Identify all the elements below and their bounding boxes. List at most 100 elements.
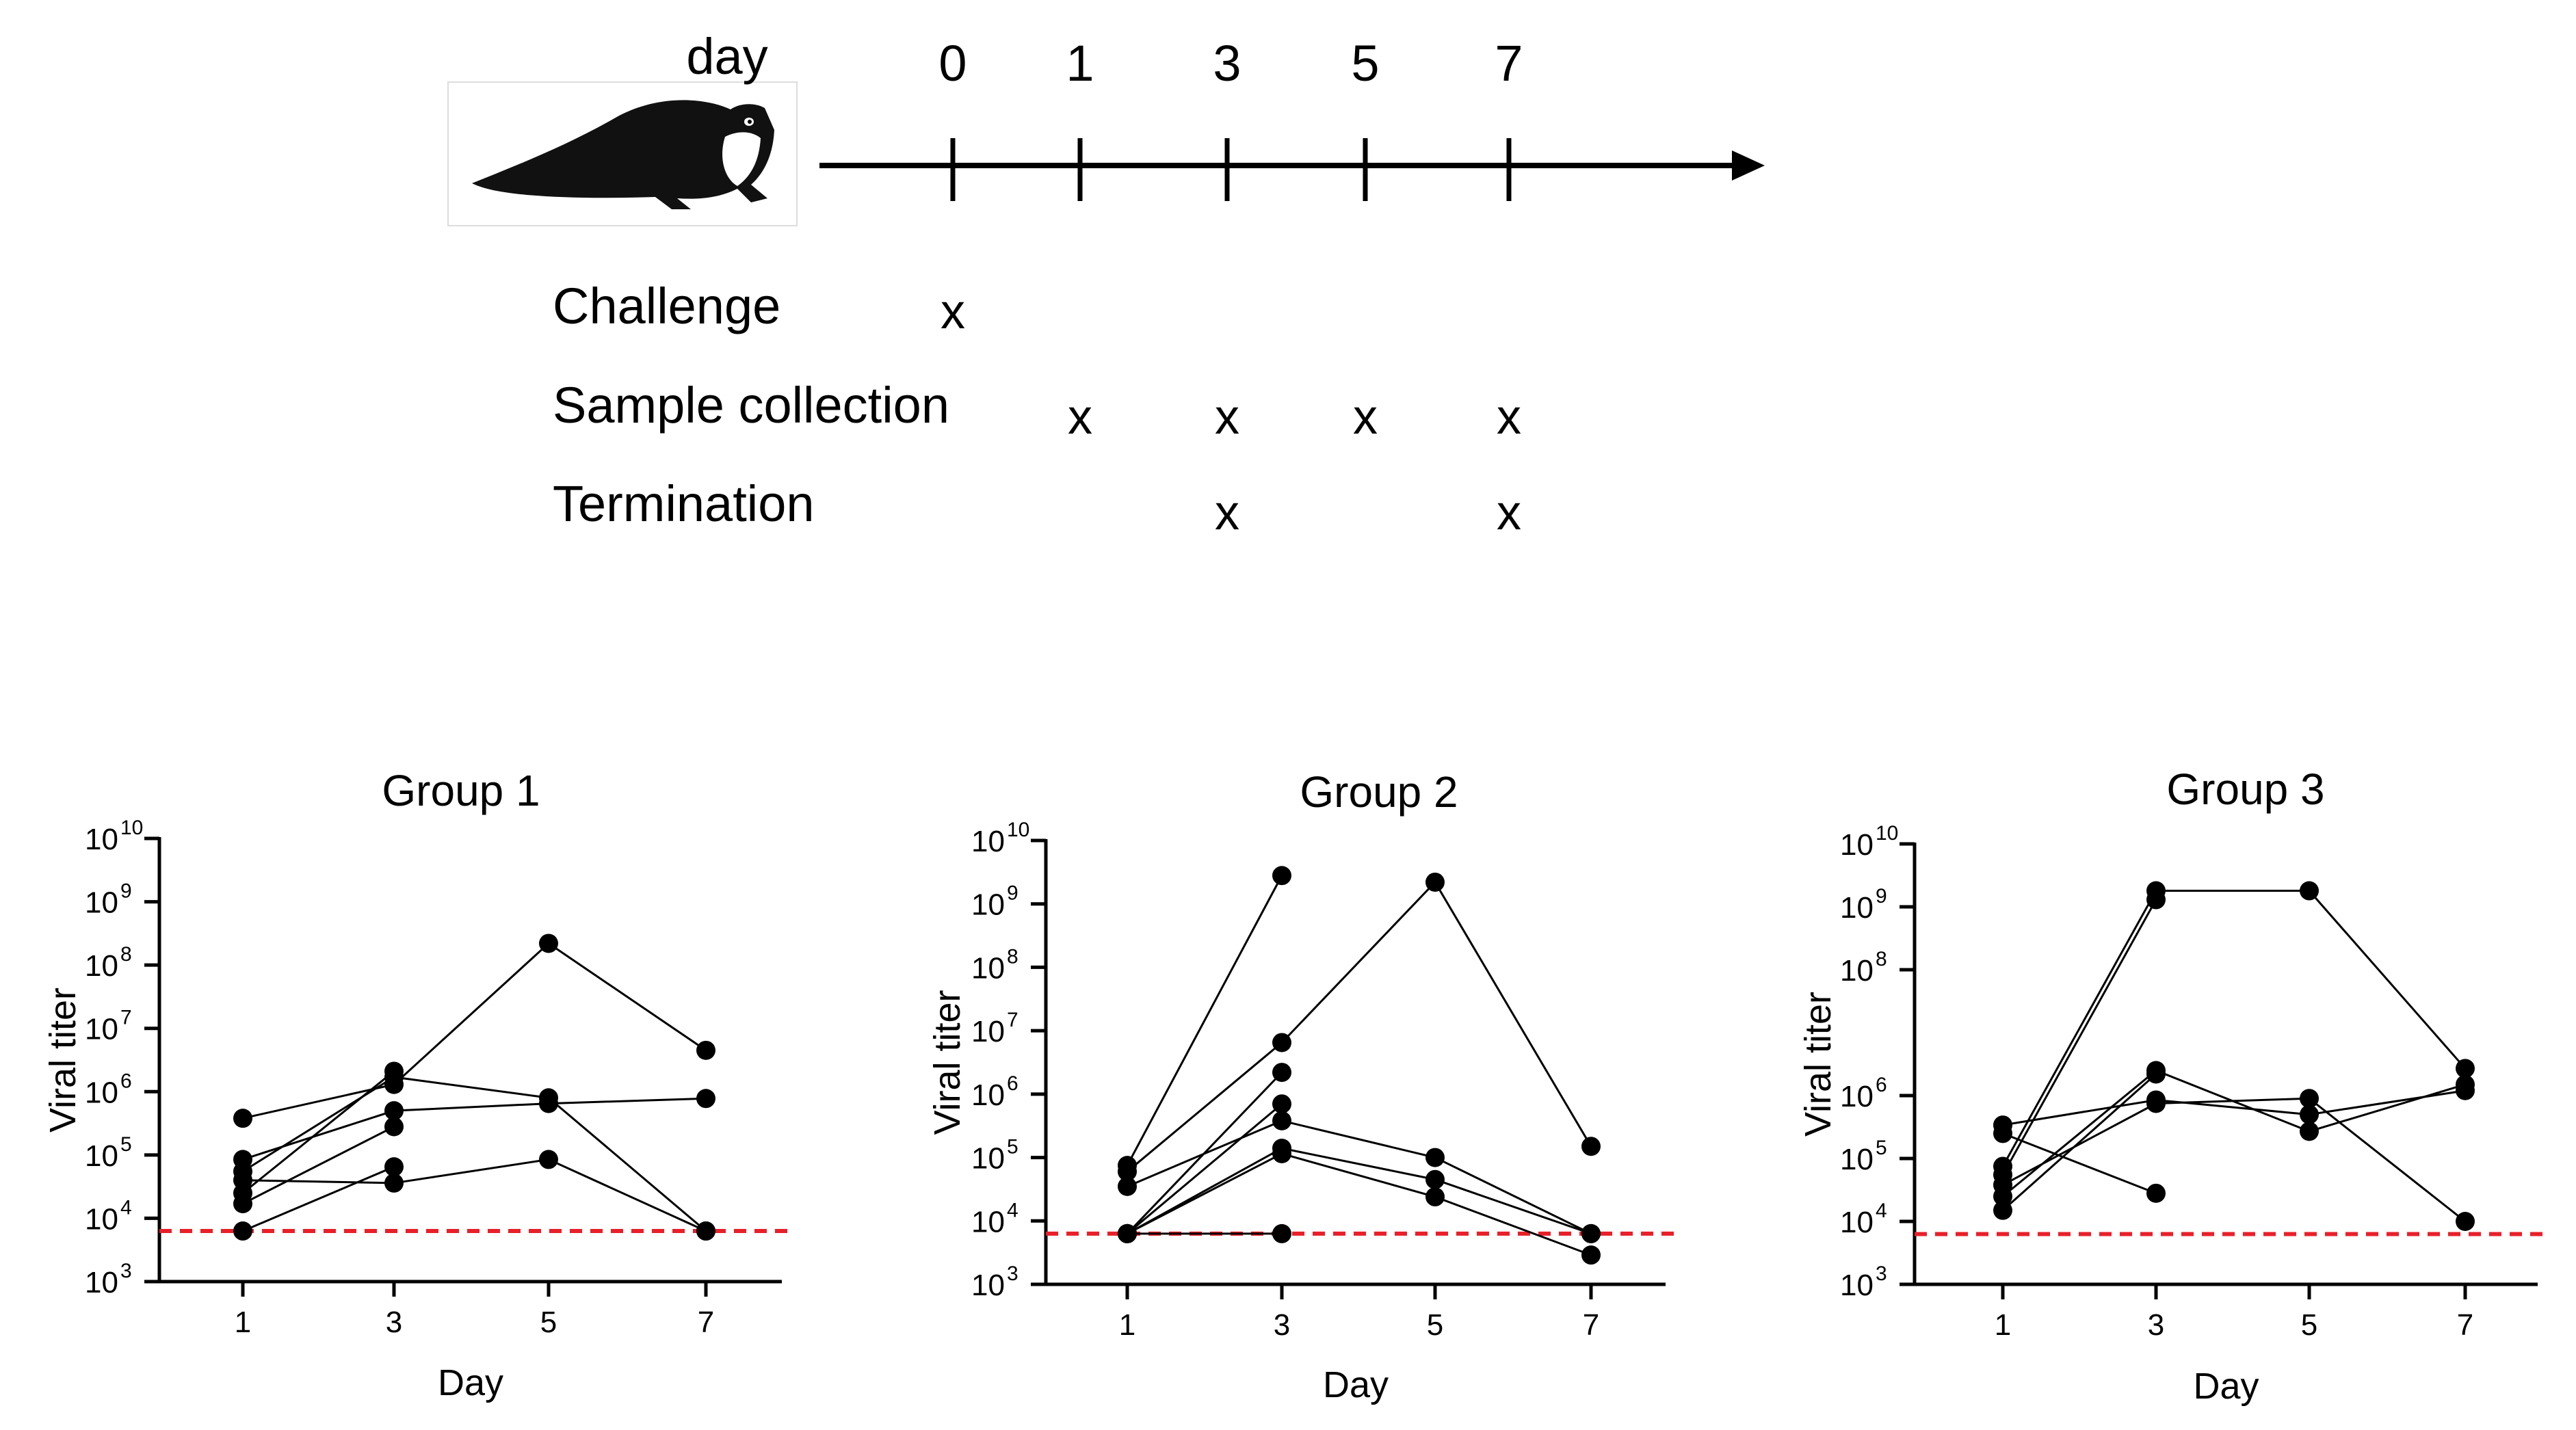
data-point (1425, 1169, 1445, 1189)
data-point (233, 1109, 252, 1128)
data-point (2146, 1183, 2166, 1203)
series-line (242, 1070, 395, 1194)
data-point (2456, 1212, 2475, 1231)
y-tick-label: 10 (85, 823, 118, 856)
y-tick-label: 10 (85, 1202, 118, 1236)
chart-group-3: Group 310 310 410 510 610 810 910 101 3 5 7DayVira… (1798, 765, 2550, 1407)
x-tick-label: 7 (698, 1306, 714, 1339)
series-line (2002, 1073, 2157, 1211)
timeline-mark-1-3: x (1353, 390, 1378, 445)
y-tick-label: 10 (1840, 1143, 1874, 1176)
series-line (1127, 1120, 1592, 1235)
timeline-day-5: 5 (1351, 35, 1379, 92)
series-line (1127, 880, 1592, 1173)
timeline-row-challenge-label: Challenge (553, 278, 780, 334)
series-line (2002, 1069, 2466, 1197)
series-line (1127, 1152, 1592, 1256)
timeline-mark-1-4: x (1497, 390, 1521, 445)
y-axis-label: Viral titer (927, 990, 968, 1135)
ferret-icon (447, 81, 798, 226)
data-point (1581, 1137, 1601, 1156)
data-point (2146, 890, 2166, 910)
y-tick-exponent: 4 (120, 1196, 132, 1219)
x-axis-label: Day (1323, 1364, 1389, 1405)
data-point (696, 1040, 715, 1060)
x-tick-label: 7 (2457, 1308, 2473, 1342)
data-point (384, 1157, 404, 1177)
chart-title: Group 1 (382, 766, 540, 815)
data-point (1272, 1033, 1291, 1052)
data-point (384, 1061, 404, 1081)
series-line (1127, 1103, 1283, 1235)
data-point (2300, 881, 2319, 901)
data-point (2456, 1074, 2475, 1094)
y-tick-label: 10 (1840, 828, 1874, 862)
y-tick-exponent: 10 (120, 817, 143, 839)
series-line (242, 1076, 707, 1232)
y-tick-label: 10 (1840, 1206, 1874, 1239)
data-point (1272, 866, 1291, 886)
timeline-mark-0-0: x (941, 284, 965, 339)
y-tick-exponent: 6 (1007, 1072, 1018, 1095)
y-axis-label: Viral titer (1798, 992, 1839, 1137)
x-tick-label: 3 (1274, 1308, 1290, 1342)
y-tick-label: 10 (1840, 954, 1874, 988)
y-tick-exponent: 5 (120, 1133, 132, 1156)
y-tick-exponent: 9 (1876, 885, 1887, 908)
data-point (696, 1221, 715, 1241)
data-point (1425, 1187, 1445, 1207)
timeline-row-termination-label: Termination (553, 475, 815, 532)
timeline-mark-2-2: x (1215, 486, 1239, 540)
y-tick-label: 10 (971, 1205, 1005, 1239)
data-point (1118, 1223, 1137, 1243)
data-point (1425, 1148, 1445, 1167)
data-point (1993, 1200, 2012, 1220)
x-tick-label: 1 (1995, 1308, 2011, 1342)
y-tick-label: 10 (85, 1139, 118, 1173)
data-point (233, 1221, 252, 1241)
timeline-mark-1-2: x (1215, 390, 1239, 445)
data-point (1272, 1143, 1291, 1163)
series-line (2001, 899, 2157, 1176)
timeline-day-label: day (686, 28, 767, 85)
y-axis-label: Viral titer (42, 988, 83, 1133)
data-point (2146, 1094, 2166, 1113)
y-tick-exponent: 10 (1007, 819, 1029, 841)
data-point (2456, 1059, 2475, 1078)
series-line (242, 1097, 707, 1161)
y-tick-exponent: 7 (1007, 1009, 1018, 1031)
data-point (1272, 1223, 1291, 1243)
y-tick-label: 10 (85, 886, 118, 920)
data-point (1993, 1187, 2012, 1206)
y-tick-exponent: 10 (1876, 822, 1898, 845)
y-tick-exponent: 8 (1007, 945, 1018, 968)
data-point (1272, 1111, 1291, 1130)
y-tick-exponent: 5 (1007, 1136, 1018, 1158)
data-point (2300, 1104, 2319, 1124)
y-tick-exponent: 4 (1007, 1199, 1018, 1221)
data-point (2300, 1122, 2319, 1141)
timeline: day 0 1 3 5 7 Challenge Sample collectio… (447, 28, 1765, 540)
timeline-arrowhead (1732, 150, 1765, 181)
data-point (384, 1173, 404, 1193)
timeline-mark-1-1: x (1068, 390, 1092, 445)
data-point (696, 1089, 715, 1109)
x-tick-label: 7 (1583, 1308, 1599, 1342)
y-tick-label: 10 (85, 949, 118, 983)
data-point (539, 934, 558, 953)
data-point (233, 1194, 252, 1214)
y-tick-label: 10 (85, 1013, 118, 1046)
y-tick-exponent: 4 (1876, 1200, 1887, 1222)
timeline-row-sample-collection-label: Sample collection (553, 377, 949, 434)
y-tick-exponent: 5 (1876, 1137, 1887, 1159)
data-point (2146, 1064, 2166, 1084)
series-line (2002, 1132, 2157, 1195)
chart-title: Group 2 (1300, 767, 1458, 817)
y-tick-exponent: 6 (120, 1070, 132, 1092)
y-tick-exponent: 3 (1876, 1262, 1887, 1285)
series-line (242, 1126, 395, 1205)
data-point (1581, 1223, 1601, 1243)
y-tick-label: 10 (971, 1078, 1005, 1112)
data-point (539, 1088, 558, 1108)
